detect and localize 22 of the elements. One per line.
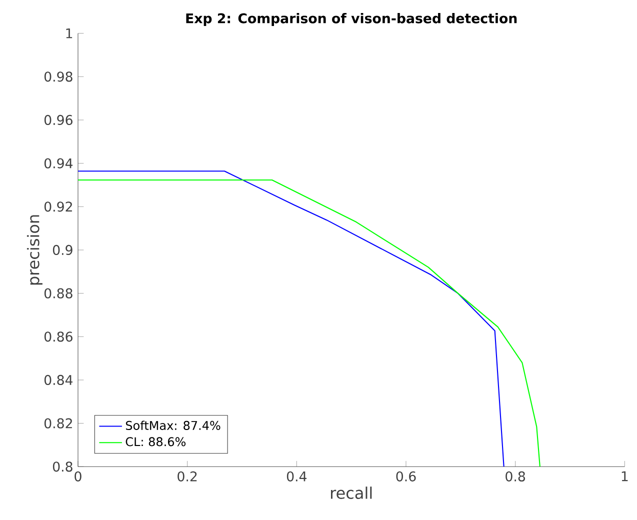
x-tick-label: 0 [74,471,82,482]
x-tick-label: 0.6 [396,471,416,482]
y-tick-label: 0.84 [44,374,73,386]
x-tick-label: 0.2 [178,471,197,482]
y-tick-label: 0.96 [44,114,72,126]
chart-title: Exp 2: Comparison of vison-based detection [186,13,517,26]
y-tick-label: 0.98 [44,72,72,82]
x-tick-label: 1 [622,471,628,482]
y-tick-label: 0.92 [44,202,72,212]
y-tick-label: 0.86 [44,332,72,342]
legend-label: SoftMax: 87.4% [126,420,220,430]
y-tick-label: 0.9 [52,244,72,256]
legend-label: CL: 88.6% [126,437,186,446]
x-tick-label: 0.8 [506,471,526,482]
y-tick-label: 1 [66,28,72,38]
y-tick-label: 0.88 [44,288,72,298]
y-tick-label: 0.82 [44,418,72,428]
y-tick-label: 0.94 [44,158,73,168]
x-tick-label: 0.4 [286,471,307,482]
y-axis-title: precision [26,215,42,285]
y-tick-label: 0.8 [52,462,72,472]
x-axis-title: recall [330,486,372,499]
